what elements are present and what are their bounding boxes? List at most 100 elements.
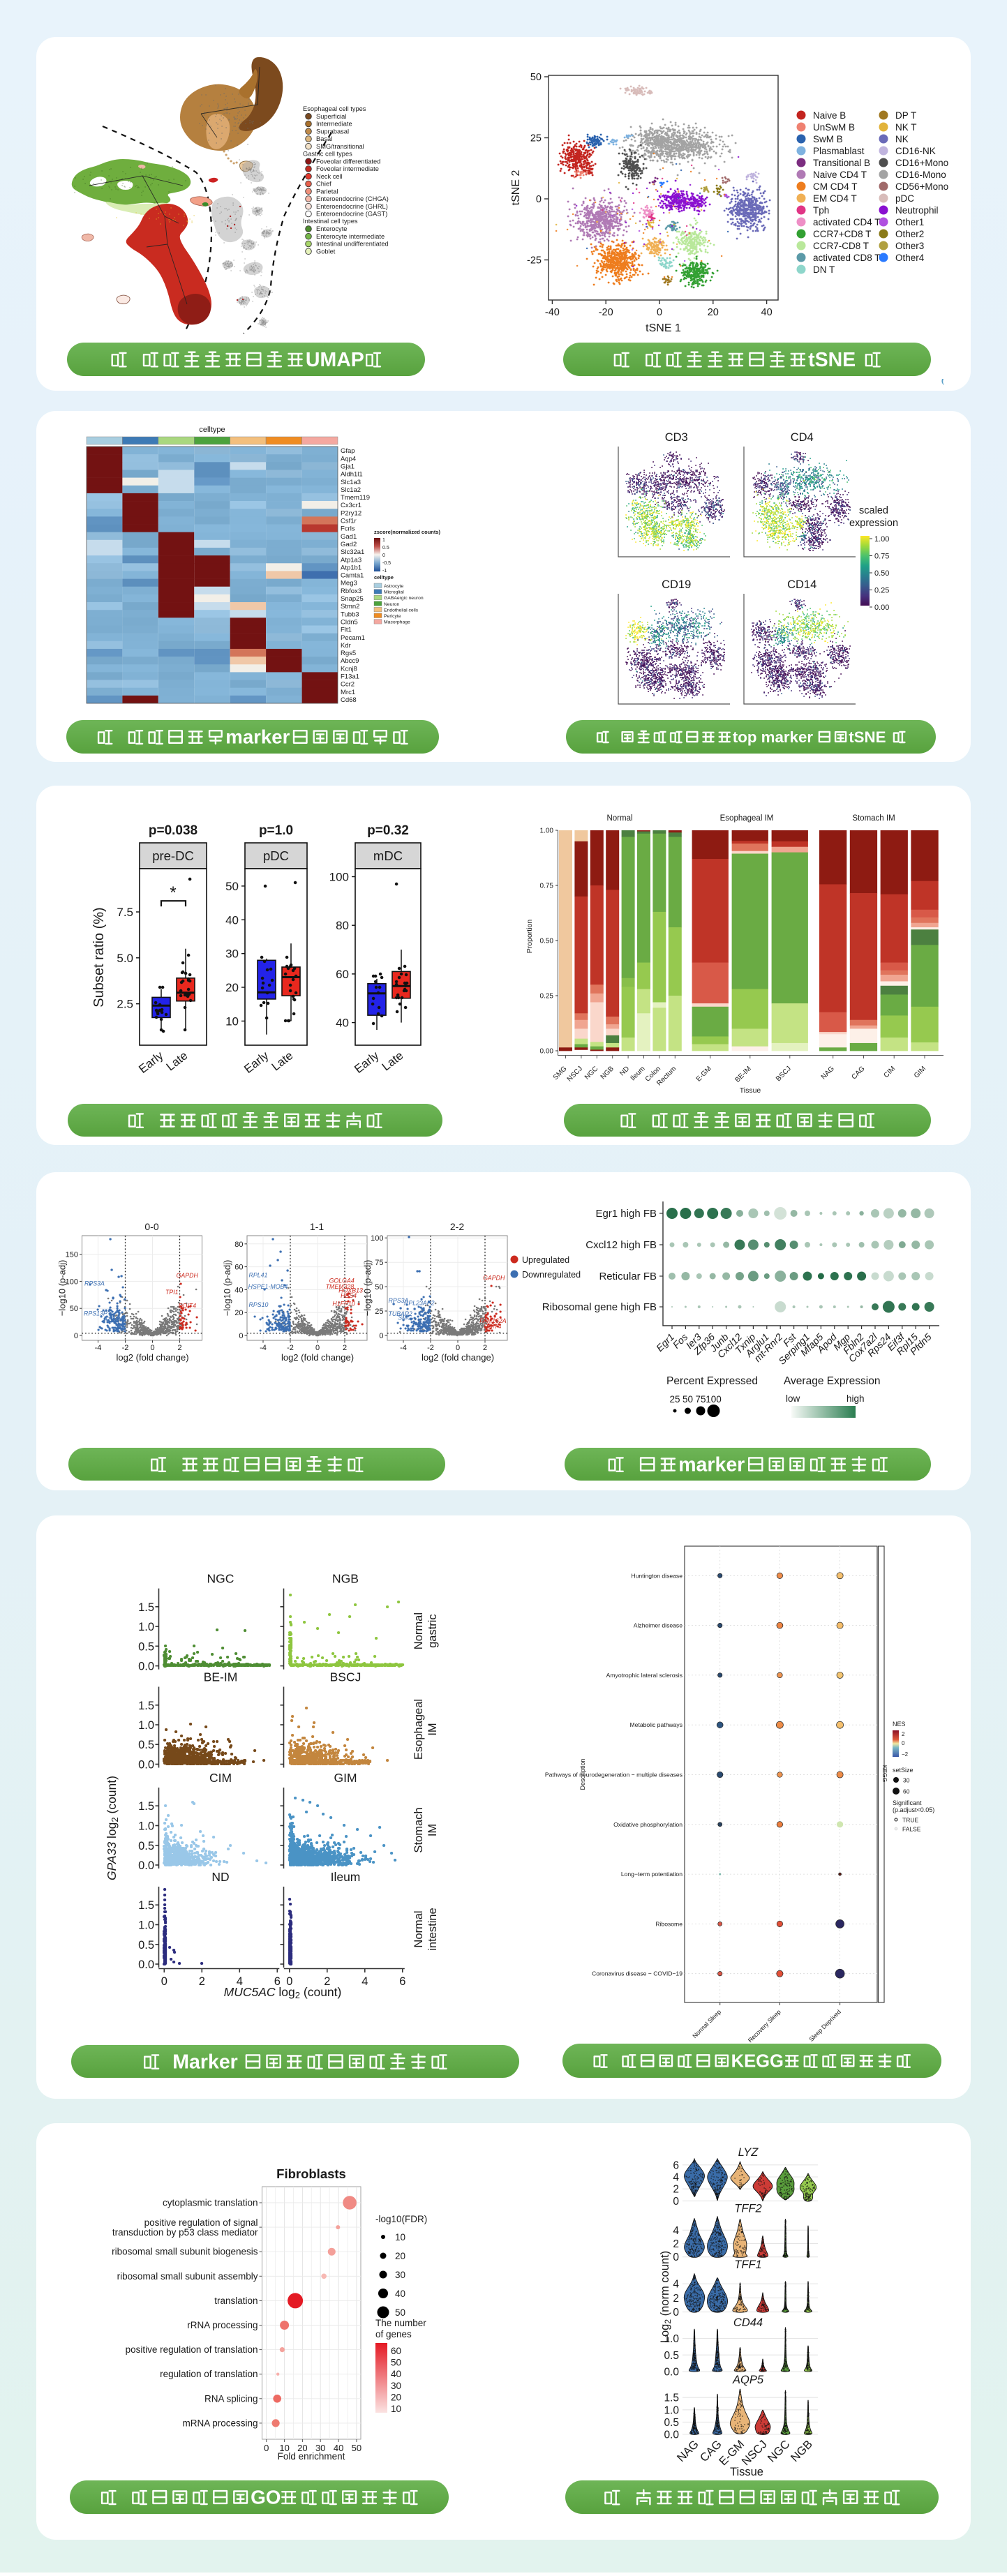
svg-text:Enterocyte: Enterocyte: [316, 225, 347, 232]
svg-text:(p.adjust<0.05): (p.adjust<0.05): [893, 1806, 934, 1813]
svg-text:0.25: 0.25: [874, 587, 889, 595]
svg-text:setSize: setSize: [893, 1767, 913, 1774]
svg-text:zscore(normalized counts): zscore(normalized counts): [374, 529, 441, 535]
svg-text:Gastric cell types: Gastric cell types: [303, 151, 352, 158]
svg-text:gastric: gastric: [426, 1614, 439, 1648]
svg-text:0.0: 0.0: [138, 1661, 154, 1673]
svg-text:25: 25: [375, 1308, 383, 1316]
svg-text:Fold enrichment: Fold enrichment: [278, 2451, 345, 2462]
svg-text:celltype: celltype: [374, 574, 394, 581]
svg-text:Cldn5: Cldn5: [341, 619, 358, 627]
svg-text:20: 20: [225, 981, 239, 994]
svg-text:Basal: Basal: [316, 135, 332, 142]
svg-text:20: 20: [234, 1309, 243, 1317]
svg-text:RPS10: RPS10: [249, 1301, 269, 1308]
svg-text:TFF2: TFF2: [734, 2203, 761, 2215]
svg-text:NK: NK: [895, 134, 909, 144]
svg-text:40: 40: [225, 913, 239, 927]
svg-text:CD16-NK: CD16-NK: [895, 146, 936, 156]
svg-text:2: 2: [177, 1344, 181, 1352]
svg-text:4: 4: [673, 2279, 679, 2291]
svg-text:ATP5M: ATP5M: [103, 1316, 124, 1323]
svg-text:TRUE: TRUE: [902, 1817, 918, 1824]
svg-text:Average Expression: Average Expression: [784, 1375, 880, 1387]
svg-text:log2 (fold change): log2 (fold change): [116, 1352, 188, 1363]
svg-text:Pathways of neurodegeneration: Pathways of neurodegeneration − multiple…: [545, 1772, 682, 1779]
svg-text:CD4: CD4: [791, 431, 814, 444]
svg-text:Tissue: Tissue: [740, 1086, 761, 1095]
svg-text:expression: expression: [849, 518, 898, 529]
svg-text:Atp1b1: Atp1b1: [341, 564, 361, 571]
svg-text:−2: −2: [902, 1751, 909, 1758]
svg-text:Tph: Tph: [813, 205, 829, 216]
svg-text:-25: -25: [527, 255, 542, 267]
svg-text:2: 2: [673, 2184, 679, 2196]
svg-text:0.5: 0.5: [138, 1840, 154, 1852]
svg-text:0: 0: [657, 307, 662, 318]
svg-text:1.0: 1.0: [138, 1719, 154, 1732]
svg-text:Atp1a3: Atp1a3: [341, 556, 361, 564]
svg-text:CD14: CD14: [787, 578, 816, 591]
svg-text:0.50: 0.50: [540, 938, 554, 945]
svg-text:scaled: scaled: [859, 505, 888, 516]
svg-text:Chief: Chief: [316, 181, 331, 188]
svg-text:Mrc1: Mrc1: [341, 689, 355, 696]
svg-text:HOXB13: HOXB13: [338, 1287, 363, 1294]
svg-text:Foveolar differentiated: Foveolar differentiated: [316, 158, 380, 165]
svg-text:The number: The number: [375, 2318, 426, 2328]
svg-text:Coronavirus disease − COVID−19: Coronavirus disease − COVID−19: [592, 1970, 682, 1977]
svg-text:FALSE: FALSE: [902, 1826, 921, 1833]
svg-text:SMG/transitional: SMG/transitional: [316, 143, 364, 150]
svg-text:50: 50: [375, 1283, 383, 1291]
svg-text:intestine: intestine: [426, 1908, 439, 1950]
svg-text:IM: IM: [426, 1723, 439, 1735]
svg-text:F13a1: F13a1: [341, 673, 359, 681]
svg-text:low: low: [786, 1393, 800, 1404]
svg-text:GIM: GIM: [334, 1771, 357, 1785]
svg-text:of genes: of genes: [375, 2329, 412, 2339]
svg-text:0: 0: [902, 1740, 905, 1746]
svg-text:SwM B: SwM B: [813, 134, 843, 144]
svg-text:0.00: 0.00: [874, 604, 889, 612]
svg-text:0.0: 0.0: [138, 1859, 154, 1872]
svg-text:6: 6: [399, 1975, 405, 1988]
svg-text:regulation of translation: regulation of translation: [160, 2369, 258, 2379]
svg-text:LYZ: LYZ: [738, 2146, 759, 2159]
svg-text:1.0: 1.0: [664, 2333, 679, 2345]
svg-text:UMAP: UMAP: [306, 349, 364, 371]
svg-text:mRNA processing: mRNA processing: [182, 2418, 258, 2428]
svg-text:NGB: NGB: [332, 1572, 359, 1586]
svg-text:*: *: [170, 883, 176, 902]
svg-text:Normal: Normal: [412, 1910, 425, 1947]
svg-text:Intestinal cell types: Intestinal cell types: [303, 218, 358, 225]
svg-text:Pecam1: Pecam1: [341, 634, 365, 642]
svg-text:40: 40: [234, 1286, 243, 1294]
svg-text:Neck cell: Neck cell: [316, 173, 343, 180]
svg-text:DP T: DP T: [895, 110, 916, 121]
svg-text:60: 60: [234, 1264, 243, 1272]
svg-text:1-1: 1-1: [310, 1221, 324, 1232]
svg-text:HES4: HES4: [341, 1292, 357, 1299]
svg-text:Neutrophil: Neutrophil: [895, 205, 939, 216]
svg-text:Other3: Other3: [895, 241, 924, 251]
svg-text:2: 2: [673, 2293, 679, 2305]
svg-text:0.75: 0.75: [874, 553, 889, 561]
svg-text:CD56+Mono: CD56+Mono: [895, 181, 948, 192]
svg-text:NK T: NK T: [895, 122, 917, 133]
svg-text:Plasmablast: Plasmablast: [813, 146, 865, 156]
svg-text:Description: Description: [579, 1758, 586, 1790]
svg-text:Amyotrophic lateral sclerosis: Amyotrophic lateral sclerosis: [606, 1672, 682, 1679]
svg-text:Stmn2: Stmn2: [341, 603, 359, 611]
svg-text:Fibroblasts: Fibroblasts: [276, 2166, 346, 2181]
svg-text:Gad1: Gad1: [341, 533, 357, 541]
svg-text:tSNE 2: tSNE 2: [510, 170, 522, 206]
svg-text:IM: IM: [426, 1824, 439, 1836]
svg-text:tSNE 1: tSNE 1: [646, 322, 681, 334]
svg-text:UnSwM B: UnSwM B: [813, 122, 855, 133]
svg-text:tSNE: tSNE: [808, 349, 856, 371]
svg-text:positive regulation of signal: positive regulation of signal: [144, 2217, 258, 2228]
svg-text:0.5: 0.5: [138, 1939, 154, 1952]
svg-text:Other4: Other4: [895, 253, 925, 263]
svg-text:Ileum: Ileum: [331, 1870, 361, 1884]
svg-text:Flt1: Flt1: [341, 627, 352, 634]
